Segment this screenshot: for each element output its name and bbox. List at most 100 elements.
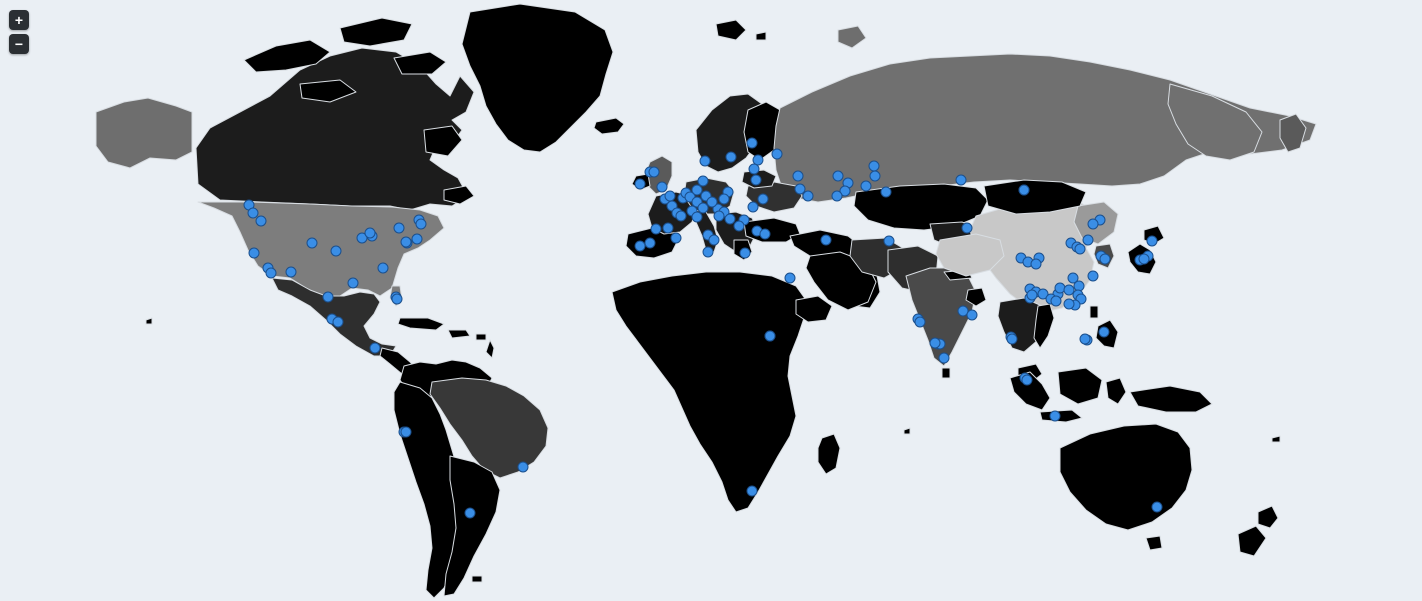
map-marker-lanzhou[interactable] [1030,258,1042,270]
map-marker-milan[interactable] [691,211,703,223]
map-marker-palermo[interactable] [702,246,714,258]
map-marker-helsinki[interactable] [746,137,758,149]
map-marker-washington-dc[interactable] [400,236,412,248]
map-marker-chelyabinsk[interactable] [869,170,881,182]
map-marker-dhaka[interactable] [966,309,978,321]
map-marker-perm[interactable] [860,180,872,192]
map-marker-tashkent[interactable] [961,222,973,234]
map-marker-shenyang[interactable] [1074,243,1086,255]
map-marker-jinan[interactable] [1067,272,1079,284]
bangladesh [965,287,987,307]
map-marker-changchun[interactable] [1087,218,1099,230]
map-marker-xiamen[interactable] [1063,298,1075,310]
map-marker-busan[interactable] [1099,253,1111,265]
map-marker-shenzhen[interactable] [1050,295,1062,307]
map-marker-glasgow[interactable] [648,166,660,178]
map-marker-sapporo[interactable] [1146,235,1158,247]
map-marker-bordeaux[interactable] [650,223,662,235]
map-marker-miami[interactable] [391,293,403,305]
new-zealand-south [1237,525,1267,557]
map-marker-houston[interactable] [322,291,334,303]
alaska [95,97,193,169]
map-marker-rostov[interactable] [802,190,814,202]
map-marker-lima[interactable] [400,426,412,438]
map-marker-austin[interactable] [347,277,359,289]
map-marker-barcelona[interactable] [670,232,682,244]
map-marker-mumbai[interactable] [914,316,926,328]
map-marker-minneapolis[interactable] [364,227,376,239]
map-marker-lisbon[interactable] [634,240,646,252]
map-marker-hong-kong[interactable] [1079,333,1091,345]
map-marker-frankfurt[interactable] [691,196,703,208]
map-marker-krasnodar[interactable] [794,183,806,195]
map-marker-bangalore[interactable] [929,337,941,349]
map-marker-berlin[interactable] [700,190,712,202]
map-marker-prague[interactable] [706,196,718,208]
zoom-out-button[interactable]: − [9,34,29,54]
map-marker-san-diego[interactable] [265,267,277,279]
map-marker-denver[interactable] [330,245,342,257]
map-marker-hamburg[interactable] [691,184,703,196]
falklands [471,575,483,583]
map-marker-omsk[interactable] [880,186,892,198]
map-marker-toulouse[interactable] [662,222,674,234]
map-marker-guadalajara[interactable] [332,316,344,328]
plus-icon: + [14,12,24,28]
map-marker-taipei[interactable] [1087,270,1099,282]
map-marker-manchester[interactable] [656,181,668,193]
map-marker-baku[interactable] [820,234,832,246]
map-marker-rio-de-janeiro[interactable] [517,461,529,473]
map-marker-stockholm[interactable] [725,151,737,163]
map-marker-dubai[interactable] [883,235,895,247]
map-marker-nanning[interactable] [1026,289,1038,301]
map-marker-phoenix[interactable] [285,266,297,278]
map-marker-jakarta[interactable] [1049,410,1061,422]
map-marker-dalian[interactable] [1082,234,1094,246]
map-marker-mexico-city[interactable] [369,342,381,354]
map-marker-buenos-aires[interactable] [464,507,476,519]
map-marker-belgrade[interactable] [724,213,736,225]
map-marker-moscow[interactable] [792,170,804,182]
map-marker-chennai[interactable] [938,352,950,364]
map-marker-khartoum[interactable] [764,330,776,342]
map-marker-urumqi[interactable] [1018,184,1030,196]
map-marker-naples[interactable] [708,234,720,246]
map-marker-volgograd[interactable] [831,190,843,202]
zoom-in-button[interactable]: + [9,10,29,30]
map-marker-ankara[interactable] [759,228,771,240]
map-marker-sydney[interactable] [1151,501,1163,513]
map-marker-montreal[interactable] [415,218,427,230]
map-marker-new-york[interactable] [411,233,423,245]
map-marker-reykjavik[interactable] [634,178,646,190]
map-marker-novosibirsk[interactable] [955,174,967,186]
map-marker-johannesburg[interactable] [746,485,758,497]
map-marker-san-francisco[interactable] [248,247,260,259]
map-marker-hangzhou[interactable] [1075,293,1087,305]
map-marker-seattle[interactable] [247,207,259,219]
map-marker-singapore[interactable] [1021,374,1033,386]
map-marker-kyiv[interactable] [757,193,769,205]
map-marker-krakow[interactable] [718,193,730,205]
map-marker-copenhagen[interactable] [697,175,709,187]
map-marker-munich[interactable] [697,202,709,214]
map-marker-riga[interactable] [748,163,760,175]
map-marker-oslo[interactable] [699,155,711,167]
map-marker-detroit[interactable] [393,222,405,234]
map-marker-portland[interactable] [255,215,267,227]
map-marker-sofia[interactable] [733,220,745,232]
map-marker-madrid[interactable] [644,237,656,249]
map-marker-zagreb[interactable] [713,210,725,222]
map-marker-salt-lake-city[interactable] [306,237,318,249]
map-marker-marseille[interactable] [675,210,687,222]
map-marker-nizhny-novgorod[interactable] [832,170,844,182]
map-marker-nagoya[interactable] [1138,253,1150,265]
map-marker-manila[interactable] [1098,326,1110,338]
map-marker-athens[interactable] [739,247,751,259]
map-marker-tbilisi[interactable] [784,272,796,284]
map-marker-bangkok[interactable] [1006,333,1018,345]
map-marker-kansas-city[interactable] [377,262,389,274]
map-marker-odessa[interactable] [747,201,759,213]
map-marker-minsk[interactable] [750,174,762,186]
map-marker-saint-petersburg[interactable] [771,148,783,160]
